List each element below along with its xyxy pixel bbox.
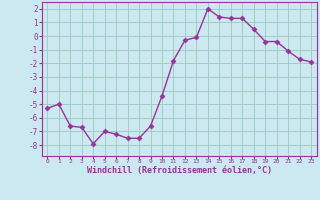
X-axis label: Windchill (Refroidissement éolien,°C): Windchill (Refroidissement éolien,°C)	[87, 166, 272, 175]
